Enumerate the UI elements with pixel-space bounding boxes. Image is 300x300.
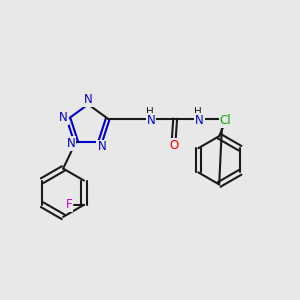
Text: N: N: [84, 93, 92, 106]
Text: F: F: [65, 198, 72, 211]
Text: H: H: [146, 107, 154, 117]
Text: O: O: [169, 139, 178, 152]
Text: Cl: Cl: [220, 114, 232, 127]
Text: H: H: [194, 107, 202, 117]
Text: N: N: [59, 111, 68, 124]
Text: N: N: [195, 114, 204, 127]
Text: N: N: [98, 140, 106, 153]
Text: N: N: [147, 114, 155, 127]
Text: N: N: [66, 136, 75, 150]
